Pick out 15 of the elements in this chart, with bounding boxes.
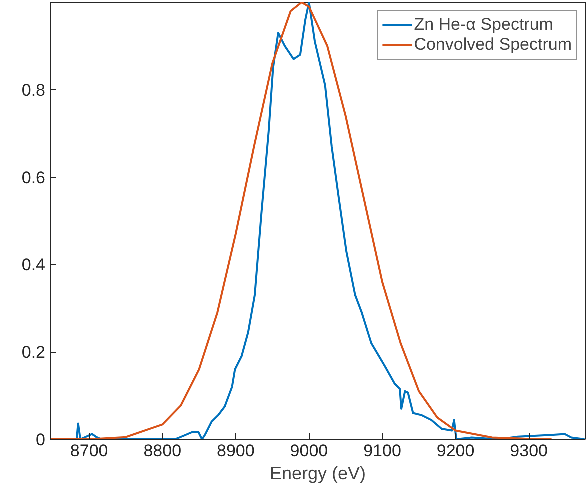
x-axis-title: Energy (eV) — [270, 464, 366, 484]
x-tick-label: 8700 — [70, 442, 108, 460]
legend-label: Convolved Spectrum — [414, 35, 572, 55]
x-tick-label: 9000 — [290, 442, 328, 460]
x-tick-label: 9200 — [436, 442, 475, 460]
legend-label: Zn He-α Spectrum — [414, 15, 554, 35]
x-tick-label: 9100 — [364, 442, 402, 460]
y-tick-label: 0.4 — [22, 256, 46, 275]
x-tick-label: 9300 — [510, 442, 548, 460]
y-tick-label: 0 — [36, 430, 46, 450]
y-tick-label: 0.6 — [22, 168, 46, 188]
x-tick-label: 8900 — [217, 442, 255, 460]
y-tick-label: 0.8 — [22, 80, 46, 100]
x-tick-label: 8800 — [144, 442, 182, 460]
y-tick-label: 0.2 — [22, 343, 46, 362]
